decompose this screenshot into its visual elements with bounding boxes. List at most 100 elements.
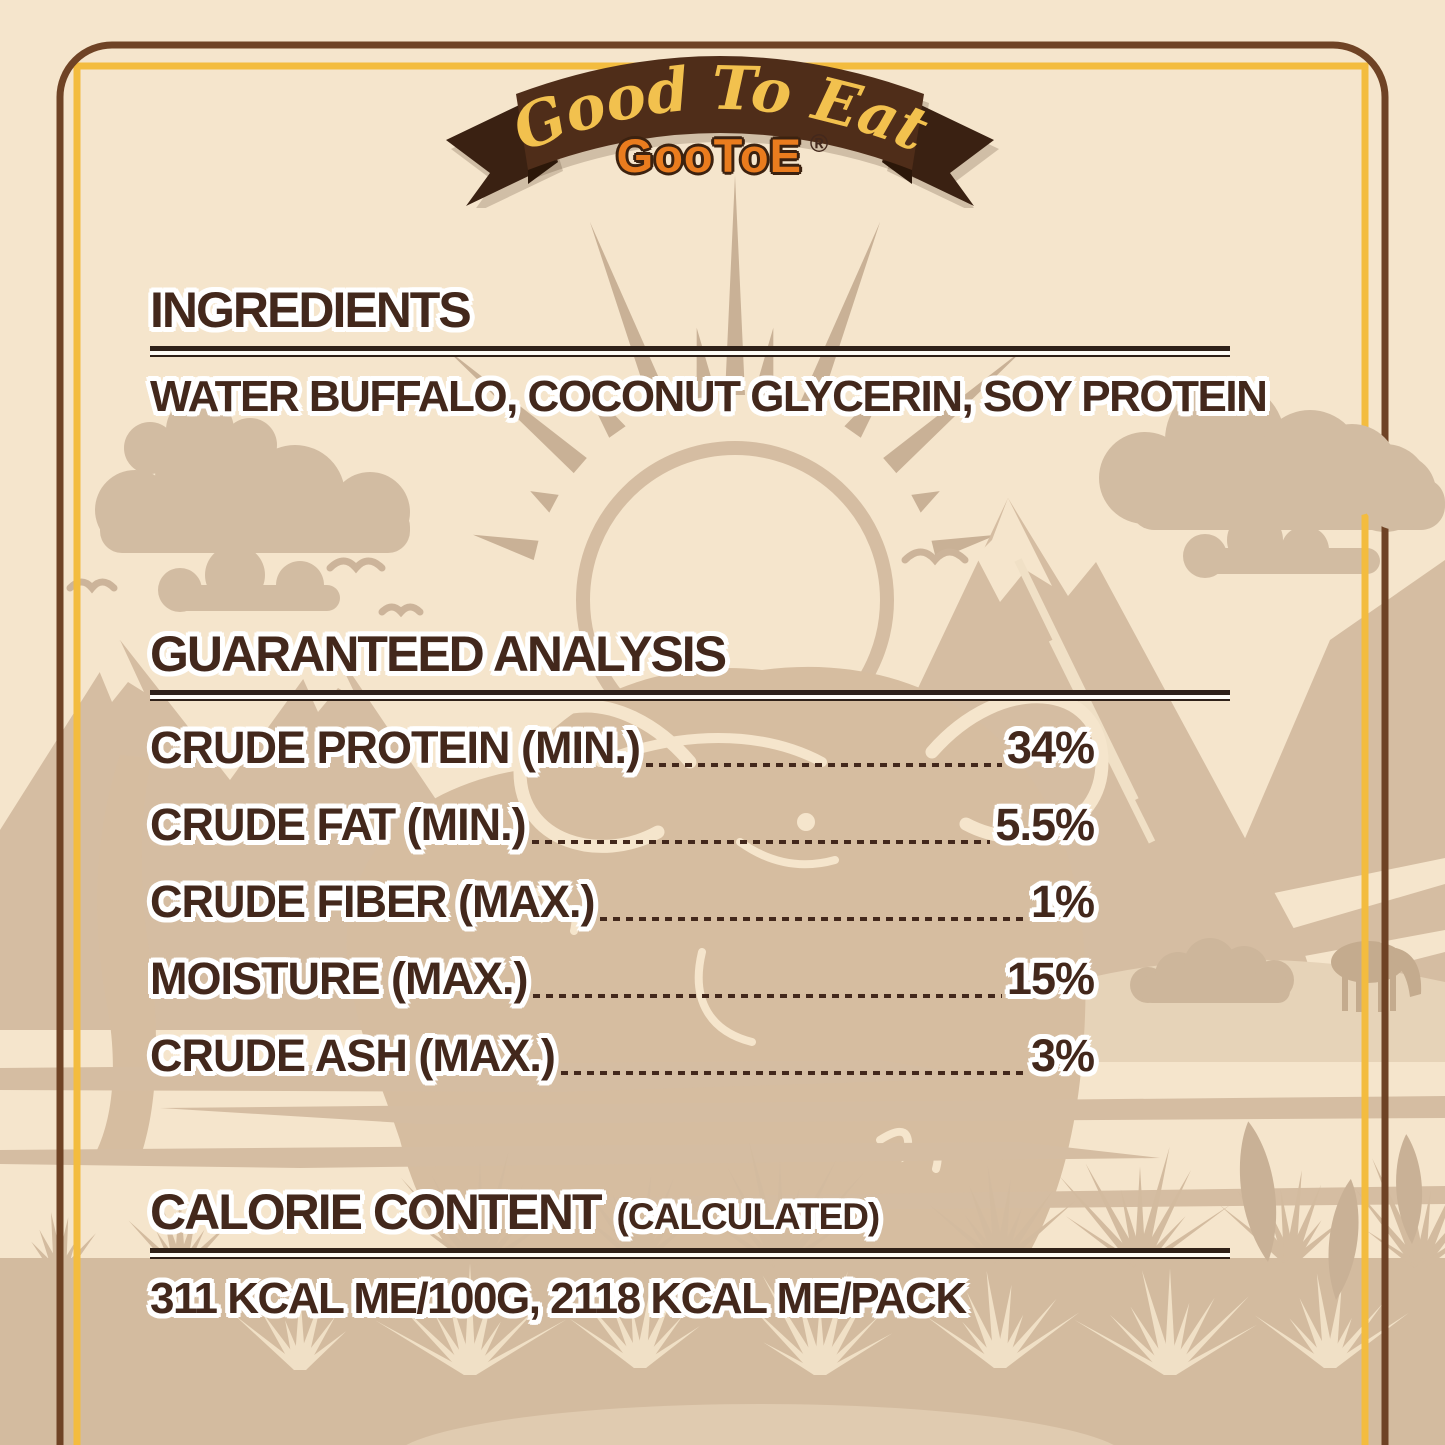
- dotted-leader: [533, 994, 1002, 998]
- art-shape: [696, 327, 717, 399]
- brand-logo-text: GooToE: [616, 129, 802, 182]
- art-shape: [634, 1178, 674, 1264]
- art-shape: [994, 1190, 1054, 1264]
- art-shape: [589, 221, 671, 413]
- art-shape: [994, 1298, 1057, 1368]
- art-shape: [464, 1279, 496, 1375]
- art-shape: [1280, 1189, 1296, 1264]
- art-shape: [294, 1289, 324, 1370]
- art-shape: [294, 1316, 336, 1370]
- art-shape: [375, 1320, 476, 1375]
- table-row: CRUDE FAT (MIN.) 5.5%: [150, 799, 1095, 850]
- art-shape: [1414, 1205, 1445, 1268]
- art-shape: [634, 1217, 696, 1264]
- table-row: CRUDE FIBER (MAX.) 1%: [150, 876, 1095, 927]
- analysis-label: CRUDE FAT (MIN.): [150, 799, 527, 850]
- art-shape: [774, 1160, 837, 1268]
- art-shape: [731, 1212, 786, 1268]
- art-shape: [1109, 1314, 1176, 1375]
- clouds-left: [95, 396, 410, 612]
- art-shape: [1284, 1210, 1354, 1264]
- dotted-leader: [646, 763, 1002, 767]
- art-shape: [444, 347, 587, 474]
- art-shape: [1059, 1176, 1146, 1268]
- art-shape: [774, 1172, 865, 1268]
- frame-brown-line: [56, 41, 1389, 1445]
- ingredients-section: INGREDIENTS WATER BUFFALO, COCONUT GLYCE…: [150, 282, 1268, 420]
- art-shape: [753, 327, 774, 399]
- art-shape: [1164, 1268, 1176, 1375]
- art-shape: [774, 1188, 800, 1268]
- art-shape: [31, 1241, 66, 1276]
- analysis-value: 1%: [1030, 876, 1095, 927]
- art-shape: [401, 1177, 486, 1268]
- section-divider: [150, 346, 1230, 357]
- dotted-leader: [600, 917, 1026, 921]
- art-shape: [844, 380, 889, 438]
- art-shape: [1284, 1184, 1322, 1264]
- art-shape: [634, 1315, 683, 1368]
- dotted-leader: [531, 840, 991, 844]
- art-shape: [814, 1314, 881, 1375]
- art-shape: [725, 175, 745, 395]
- analysis-value: 3%: [1030, 1030, 1095, 1081]
- table-row: MOISTURE (MAX.) 15%: [150, 953, 1095, 1004]
- art-shape: [634, 1326, 700, 1368]
- art-shape: [1219, 1204, 1296, 1264]
- art-shape: [814, 1271, 848, 1375]
- art-shape: [474, 1202, 574, 1268]
- analysis-label: CRUDE FIBER (MAX.): [150, 876, 595, 927]
- analysis-label: CRUDE PROTEIN (MIN.): [150, 722, 641, 773]
- analysis-value: 34%: [1006, 722, 1095, 773]
- ribbon-panel: [516, 56, 924, 170]
- art-shape: [883, 347, 1026, 474]
- cloud-over-frame: [1306, 424, 1436, 530]
- art-shape: [727, 1167, 786, 1268]
- calorie-content-subtitle: (CALCULATED): [616, 1196, 881, 1237]
- art-shape: [634, 1282, 678, 1368]
- art-shape: [530, 491, 559, 513]
- art-shape: [395, 1300, 476, 1375]
- table-row: CRUDE ASH (MAX.) 3%: [150, 1030, 1095, 1081]
- art-shape: [464, 1319, 567, 1375]
- art-shape: [581, 380, 626, 438]
- art-shape: [474, 1152, 509, 1268]
- art-shape: [1414, 1247, 1445, 1268]
- art-shape: [464, 1263, 476, 1375]
- art-shape: [814, 1277, 877, 1375]
- art-shape: [464, 1304, 541, 1375]
- art-shape: [994, 1200, 1076, 1264]
- art-shape: [1134, 1146, 1170, 1268]
- buffalo-watermark: [96, 666, 1109, 1345]
- section-divider: [150, 1248, 1230, 1259]
- calorie-content-title: CALORIE CONTENT: [150, 1184, 603, 1240]
- table-row: CRUDE PROTEIN (MIN.) 34%: [150, 722, 1095, 773]
- art-shape: [39, 1229, 66, 1276]
- art-shape: [774, 1212, 859, 1268]
- brand-logo: GooToE ®: [430, 128, 1015, 183]
- registered-trademark-icon: ®: [809, 130, 829, 158]
- guaranteed-analysis-title: GUARANTEED ANALYSIS: [150, 626, 727, 682]
- analysis-value: 15%: [1006, 953, 1095, 1004]
- art-shape: [1324, 1303, 1384, 1368]
- bushes: [1130, 938, 1294, 1003]
- art-shape: [634, 1277, 653, 1368]
- art-shape: [994, 1312, 1080, 1368]
- art-shape: [431, 1175, 486, 1268]
- art-shape: [234, 1315, 306, 1370]
- ingredients-title: INGREDIENTS: [150, 282, 472, 338]
- art-shape: [584, 1187, 646, 1264]
- art-shape: [799, 221, 881, 413]
- art-shape: [473, 534, 539, 561]
- art-shape: [1414, 1232, 1445, 1268]
- calorie-content-section: CALORIE CONTENT (CALCULATED) 311 KCAL ME…: [150, 1186, 1230, 1322]
- art-shape: [987, 1164, 1006, 1264]
- art-shape: [1352, 1185, 1426, 1268]
- art-shape: [1074, 1319, 1176, 1375]
- art-shape: [962, 1321, 1006, 1368]
- analysis-label: CRUDE ASH (MAX.): [150, 1030, 556, 1081]
- section-divider: [150, 690, 1230, 701]
- calorie-content-value: 311 KCAL ME/100G, 2118 KCAL ME/PACK: [150, 1274, 967, 1323]
- art-shape: [1284, 1220, 1322, 1264]
